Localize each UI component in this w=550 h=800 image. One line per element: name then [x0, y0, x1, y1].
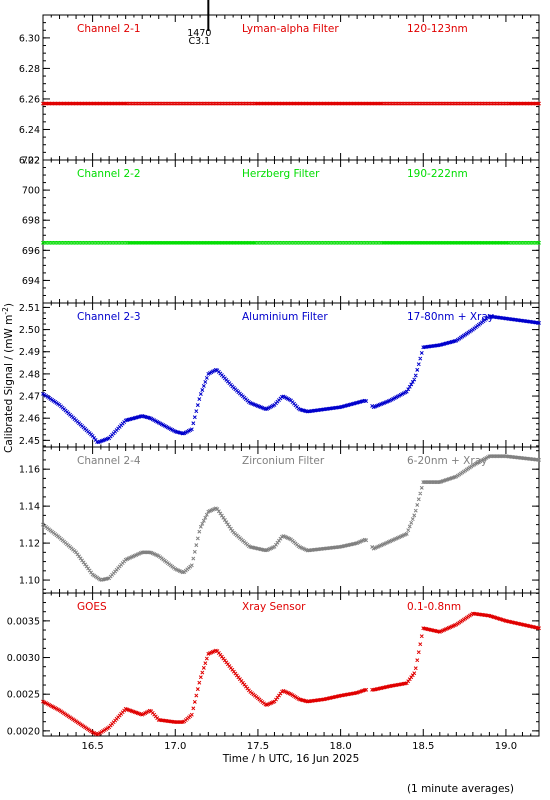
x-axis-label: Time / h UTC, 16 Jun 2025	[222, 753, 360, 765]
panel-frame	[42, 302, 540, 448]
x-tick-label: 17.0	[164, 741, 186, 752]
series-marks	[41, 101, 541, 106]
y-tick-label: 0.0025	[7, 690, 40, 701]
panel-label: Channel 2-4	[77, 455, 141, 467]
y-axis-label-main: Calibrated Signal / (mW m	[3, 315, 15, 453]
panel-label: Channel 2-3	[77, 311, 141, 323]
chart-panels: 6.22 6.24 6.26 6.28 6.30 Channel 2-1 Lyman-alp…	[7, 0, 541, 737]
y-tick-label: 6.26	[19, 94, 40, 105]
panel-frame	[42, 592, 540, 737]
series-marks	[41, 454, 541, 582]
x-tick-label: 18.5	[412, 741, 434, 752]
footnote: (1 minute averages)	[407, 783, 514, 795]
y-tick-label: 1.10	[19, 576, 40, 587]
x-tick-label: 19.0	[495, 741, 517, 752]
panel-filter: Lyman-alpha Filter	[242, 23, 339, 35]
panel-1: 6.22 6.24 6.26 6.28 6.30 Channel 2-1 Lyman-alp…	[19, 0, 541, 167]
panel-band: 190-222nm	[407, 168, 468, 180]
y-tick-label: 1.12	[19, 539, 40, 550]
y-tick-label: 2.46	[19, 414, 40, 425]
x-tick-label: 18.0	[329, 741, 351, 752]
panel-label: Channel 2-2	[77, 168, 141, 180]
panel-label: Channel 2-1	[77, 23, 141, 35]
y-tick-label: 2.49	[19, 347, 40, 358]
panel-frame	[42, 14, 540, 161]
y-tick-label: 698	[22, 216, 40, 227]
series-points	[41, 454, 541, 582]
x-tick-label: 16.5	[81, 741, 103, 752]
series-marks	[41, 611, 541, 737]
y-tick-label: 1.16	[19, 465, 40, 476]
y-tick-label: 2.48	[19, 369, 40, 380]
y-tick-label: 0.0030	[7, 653, 40, 664]
series-points	[41, 611, 541, 737]
y-tick-label: 6.30	[19, 33, 40, 44]
flare-marker-label-bottom: C3.1	[188, 36, 210, 47]
x-axis: Time / h UTC, 16 Jun 2025 16.5 17.0 17.5 18…	[81, 741, 517, 765]
panel-filter: Zirconium Filter	[242, 455, 325, 467]
panel-filter: Aluminium Filter	[242, 311, 328, 323]
panel-band: 120-123nm	[407, 23, 468, 35]
series-marks	[41, 314, 541, 445]
y-tick-label: 2.45	[19, 436, 40, 447]
series-points	[41, 101, 541, 106]
panel-label: GOES	[77, 601, 107, 613]
y-tick-label: 1.14	[19, 502, 40, 513]
panel-frame	[42, 159, 540, 304]
panel-2: 694 696 698 700 702 Channel 2-2 Herzberg Filte…	[22, 156, 541, 304]
y-tick-label: 2.47	[19, 392, 40, 403]
panel-5: 0.0020 0.0025 0.0030 0.0035 GOES Xray Sensor 0…	[7, 592, 541, 737]
y-tick-label: 0.0020	[7, 726, 40, 737]
panel-filter: Herzberg Filter	[242, 168, 320, 180]
y-tick-label: 694	[22, 276, 40, 287]
panel-4: 1.10 1.12 1.14 1.16 Channel 2-4 Zirconium Fil…	[19, 446, 541, 594]
y-tick-label: 2.51	[19, 303, 40, 314]
y-tick-label: 696	[22, 246, 40, 257]
panel-filter: Xray Sensor	[242, 601, 306, 613]
panel-band: 0.1-0.8nm	[407, 601, 461, 613]
panel-3: 2.45 2.46 2.47 2.48 2.49 2.50 2.51 Channel 2-3 A…	[19, 302, 541, 448]
y-tick-label: 702	[22, 156, 40, 167]
y-tick-label: 0.0035	[7, 616, 40, 627]
y-tick-label: 700	[22, 186, 40, 197]
y-tick-label: 6.28	[19, 64, 40, 75]
x-tick-label: 17.5	[247, 741, 269, 752]
y-axis-label: Calibrated Signal / (mW m-2)	[1, 303, 15, 453]
y-axis-label-end: )	[3, 303, 15, 307]
y-tick-label: 6.24	[19, 125, 40, 136]
flare-marker-label-top: 1470	[187, 28, 211, 39]
y-tick-label: 6.22	[19, 156, 40, 167]
panel-band: 6-20nm + Xray	[407, 455, 487, 467]
series-points	[41, 314, 541, 445]
y-tick-label: 2.50	[19, 325, 40, 336]
series-marks	[41, 240, 541, 245]
y-axis-label-sup: -2	[1, 307, 10, 315]
series-points	[41, 240, 541, 245]
panel-band: 17-80nm + Xray	[407, 311, 494, 323]
